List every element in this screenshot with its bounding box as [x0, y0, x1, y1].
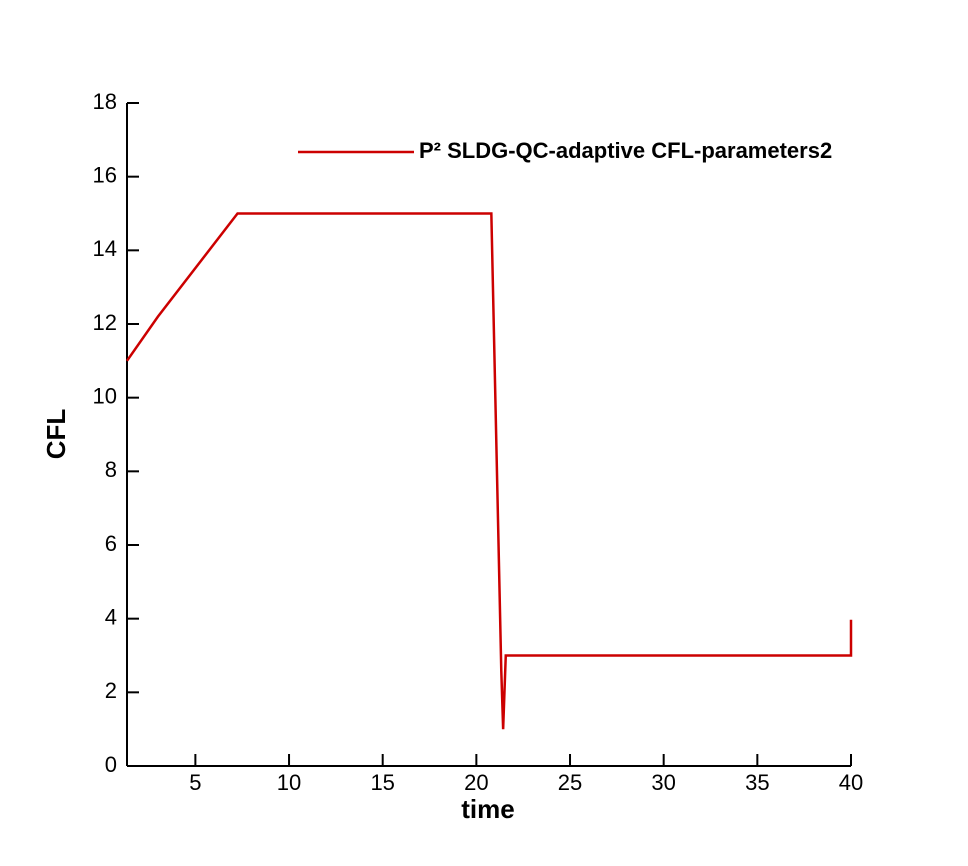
legend-label: P² SLDG-QC-adaptive CFL-parameters2 — [419, 138, 832, 163]
y-tick-label: 8 — [105, 457, 117, 482]
y-axis-title: CFL — [41, 409, 71, 460]
data-line — [125, 212, 853, 730]
x-tick-label: 15 — [370, 770, 394, 795]
x-tick-label: 20 — [464, 770, 488, 795]
y-tick-label: 6 — [105, 531, 117, 556]
x-tick-label: 30 — [651, 770, 675, 795]
y-tick-label: 14 — [93, 236, 117, 261]
y-tick-label: 2 — [105, 678, 117, 703]
x-tick-label: 5 — [189, 770, 201, 795]
y-tick-label: 0 — [105, 752, 117, 777]
y-tick-label: 4 — [105, 604, 117, 629]
x-tick-label: 10 — [277, 770, 301, 795]
x-tick-label: 40 — [839, 770, 863, 795]
y-tick-label: 12 — [93, 310, 117, 335]
x-axis-title: time — [461, 794, 514, 824]
y-tick-label: 18 — [93, 89, 117, 114]
y-tick-label: 16 — [93, 162, 117, 187]
x-tick-label: 35 — [745, 770, 769, 795]
y-tick-label: 10 — [93, 383, 117, 408]
x-tick-label: 25 — [558, 770, 582, 795]
